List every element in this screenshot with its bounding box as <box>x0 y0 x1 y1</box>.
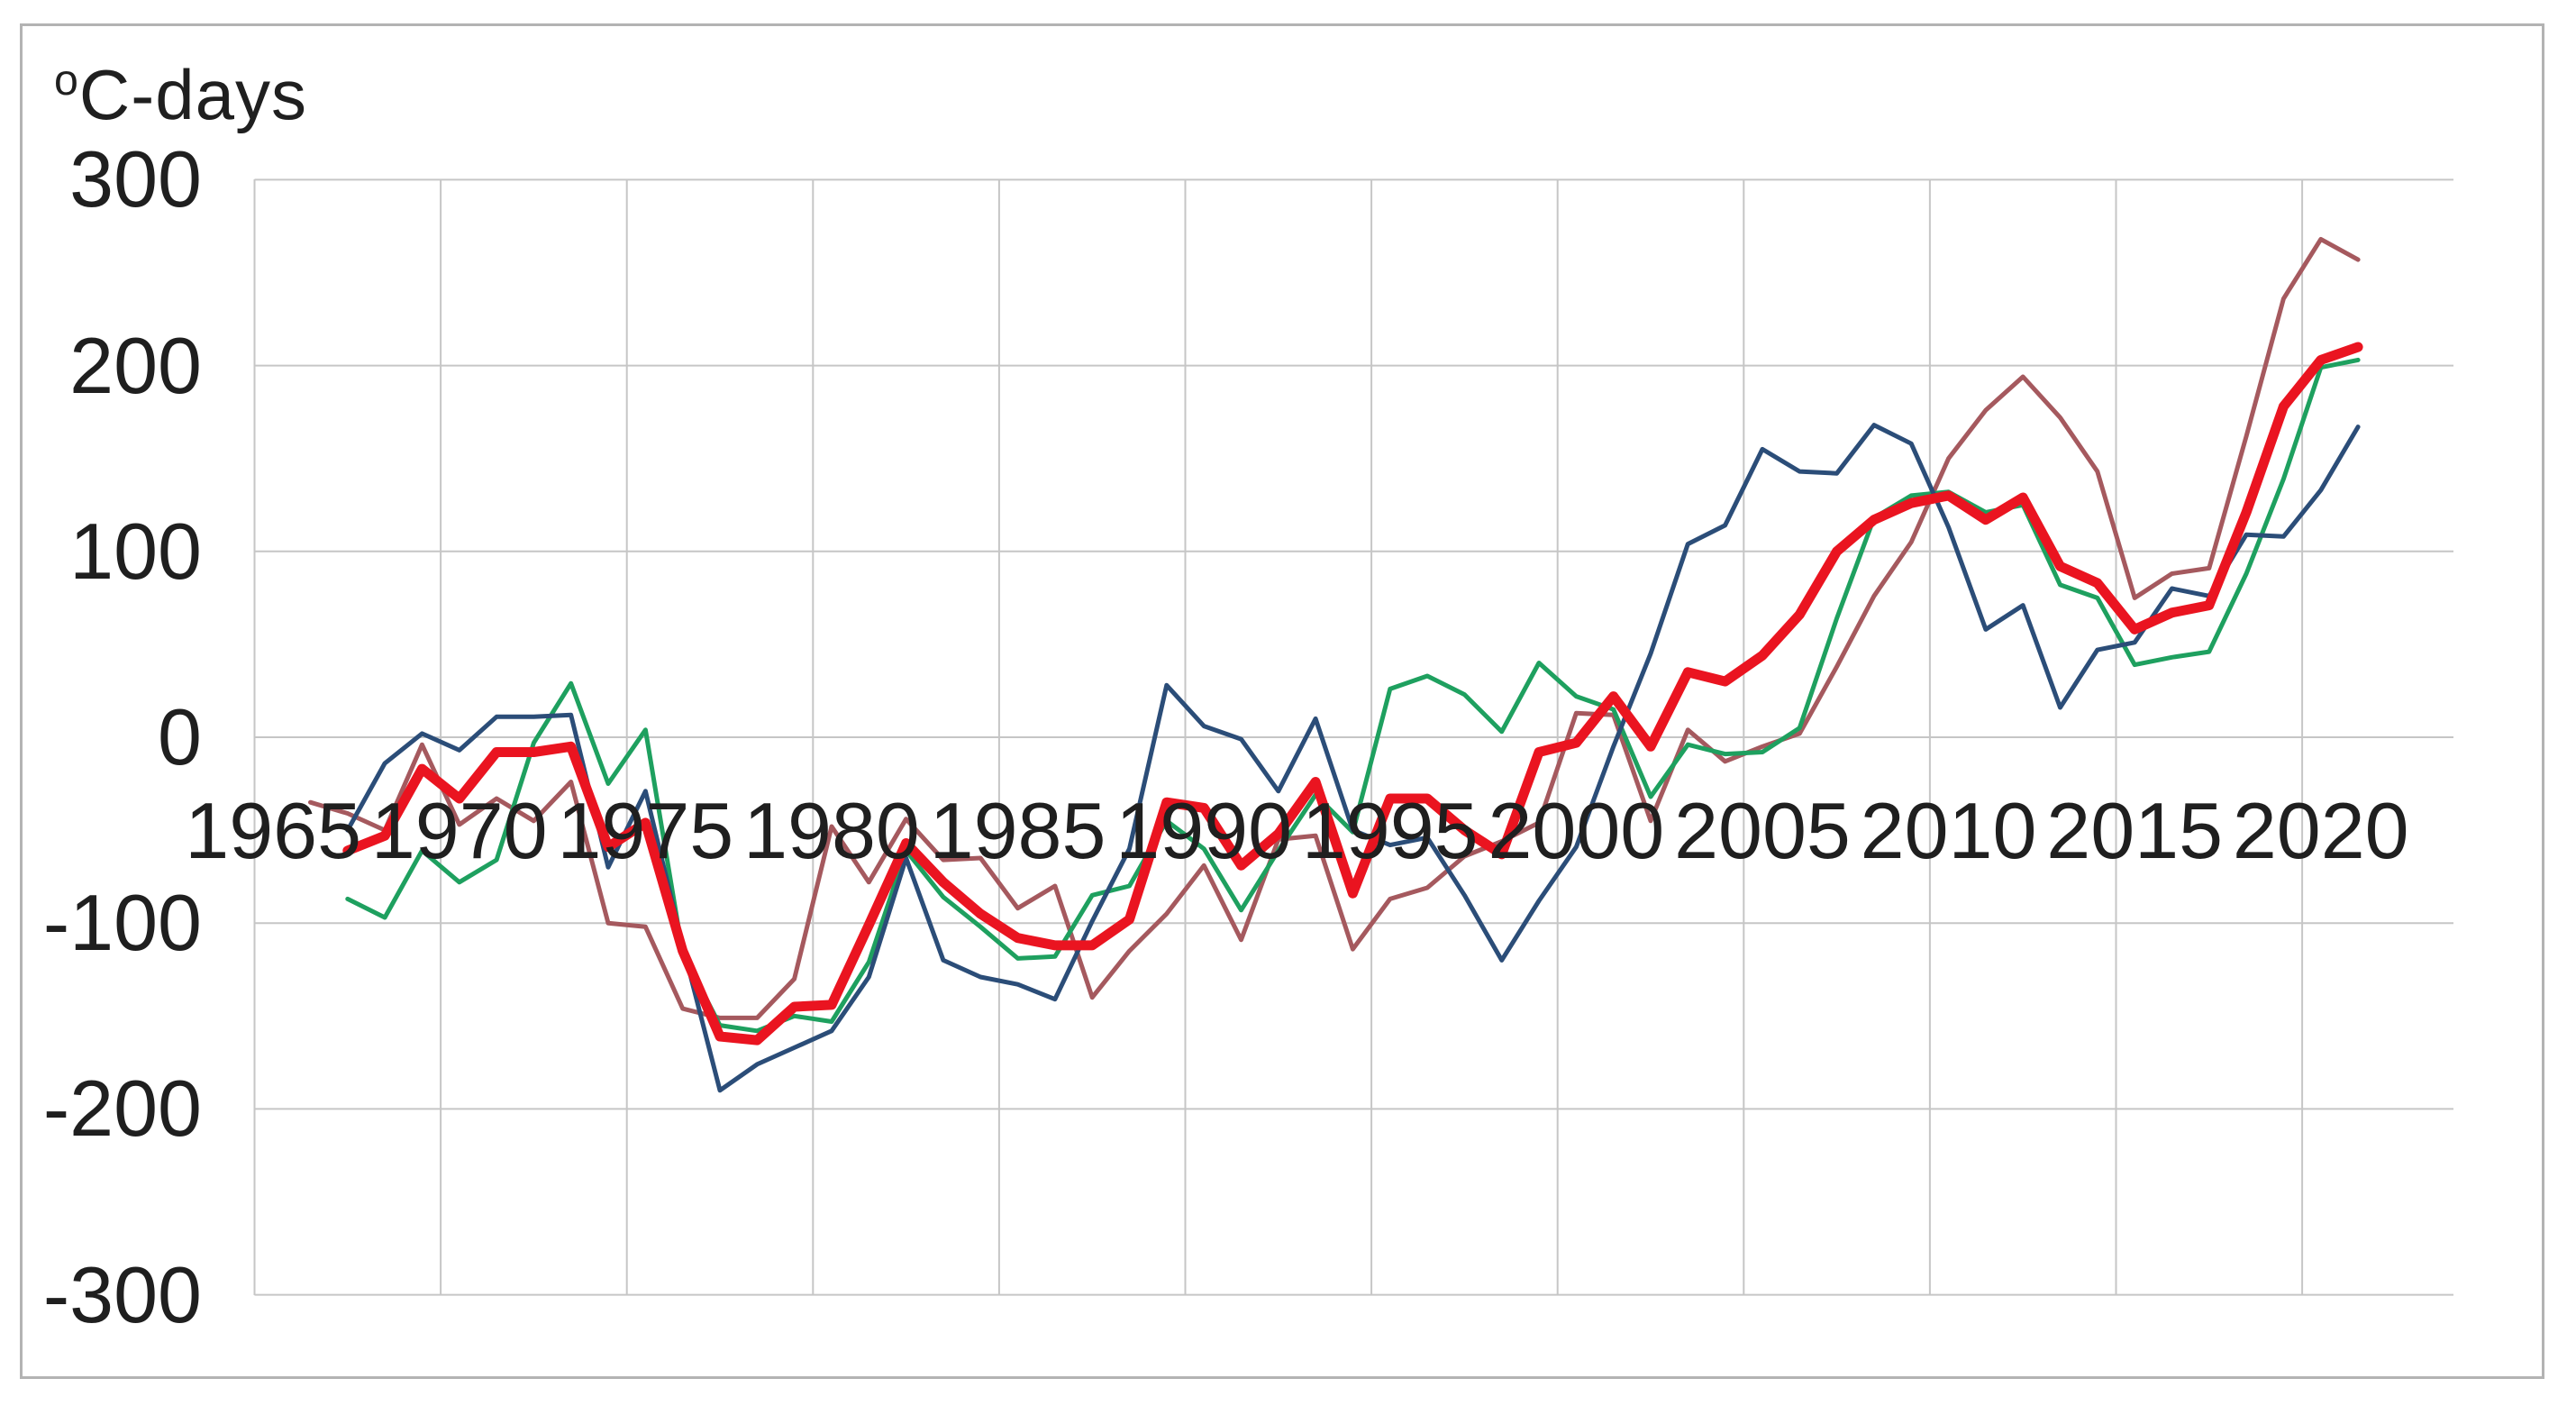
y-tick-label-100: 100 <box>69 506 202 596</box>
x-tick-label-2015: 2015 <box>2046 786 2224 875</box>
x-tick-label-1995: 1995 <box>1301 786 1479 875</box>
x-tick-label-2000: 2000 <box>1488 786 1665 875</box>
x-tick-label-1980: 1980 <box>743 786 920 875</box>
x-tick-label-2020: 2020 <box>2232 786 2409 875</box>
x-tick-label-1985: 1985 <box>929 786 1106 875</box>
x-tick-label-2005: 2005 <box>1674 786 1851 875</box>
x-tick-label-1990: 1990 <box>1115 786 1293 875</box>
y-tick-label--200: -200 <box>42 1064 202 1154</box>
degree-superscript: o <box>54 56 79 105</box>
x-tick-label-2010: 2010 <box>1860 786 2037 875</box>
y-tick-label--100: -100 <box>42 878 202 968</box>
y-tick-label-200: 200 <box>69 320 202 410</box>
axis-unit-label: oC-days <box>54 54 307 136</box>
y-tick-label-0: 0 <box>158 692 202 781</box>
x-tick-label-1975: 1975 <box>557 786 734 875</box>
x-tick-label-1965: 1965 <box>185 786 362 875</box>
y-tick-label-300: 300 <box>69 134 202 224</box>
x-tick-label-1970: 1970 <box>370 786 548 875</box>
axis-unit-text: C-days <box>78 55 307 134</box>
series-line-mean-red-thick <box>342 342 2363 1045</box>
series-line-station-brick-red-thin <box>308 236 2361 1020</box>
y-tick-label--300: -300 <box>42 1249 202 1339</box>
